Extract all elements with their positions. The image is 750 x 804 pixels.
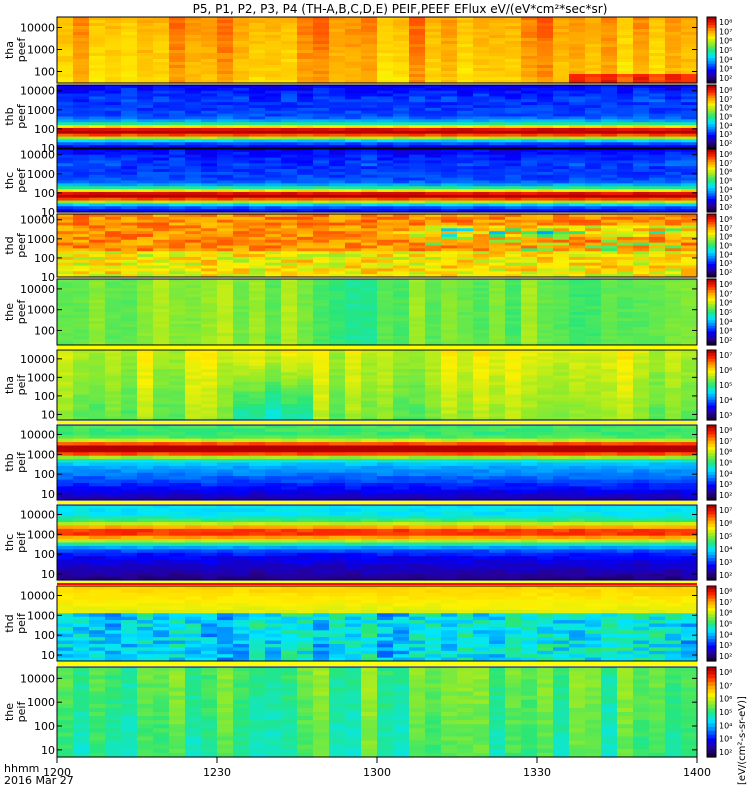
colorbar-tick-label: 10³: [719, 194, 732, 203]
colorbar-tick-label: 10⁴: [719, 121, 732, 130]
colorbar-tick-label: 10⁷: [719, 27, 732, 36]
colorbar-tick-label: 10³: [719, 130, 732, 139]
colorbar-tick-label: 10⁸: [719, 280, 732, 289]
panel-product-label: peef: [15, 103, 28, 129]
colorbar-tick-label: 10⁴: [719, 55, 732, 64]
y-tick-label: 1000: [27, 304, 55, 317]
colorbar-tick-label: 10⁴: [719, 317, 732, 326]
colorbar-tick-label: 10⁷: [719, 95, 732, 104]
colorbar-tick-label: 10⁶: [719, 104, 732, 113]
y-tick-label: 100: [34, 123, 55, 136]
colorbar-tick-label: 10⁷: [719, 159, 732, 168]
chart-title: P5, P1, P2, P3, P4 (TH-A,B,C,D,E) PEIF,P…: [193, 2, 608, 16]
y-tick-label: 100: [34, 187, 55, 200]
y-tick-label: 100: [34, 324, 55, 337]
y-tick-label: 10000: [20, 85, 55, 98]
colorbar-tick-label: 10²: [719, 203, 732, 212]
colorbar-tick-label: 10⁸: [719, 18, 732, 27]
colorbar-tick-label: 10⁵: [719, 177, 732, 186]
y-tick-label: 1000: [27, 233, 55, 246]
colorbar-tick-label: 10²: [719, 268, 732, 277]
colorbar-tick-label: 10²: [719, 336, 732, 345]
colorbar-tick-label: 10⁸: [719, 150, 732, 159]
colorbar-tick-label: 10⁶: [719, 37, 732, 46]
y-tick-label: 10000: [20, 214, 55, 227]
colorbar-tick-label: 10⁸: [719, 86, 732, 95]
colorbar-tick-label: 10²: [719, 139, 732, 148]
y-tick-label: 1000: [27, 104, 55, 117]
colorbar-tick-label: 10³: [719, 327, 732, 336]
y-tick-label: 100: [34, 252, 55, 265]
y-tick-label: 1000: [27, 168, 55, 181]
y-tick-label: 10000: [20, 21, 55, 34]
colorbar-tick-label: 10⁶: [719, 299, 732, 308]
colorbar-tick-label: 10³: [719, 65, 732, 74]
y-tick-label: 10000: [20, 283, 55, 296]
y-tick-label: 1000: [27, 43, 55, 56]
panel-product-label: peef: [15, 167, 28, 193]
colorbar-tick-label: 10⁶: [719, 168, 732, 177]
colorbar-tick-label: 10⁴: [719, 250, 732, 259]
panel-product-label: peef: [15, 37, 28, 63]
colorbar-tick-label: 10⁶: [719, 233, 732, 242]
colorbar-tick-label: 10⁵: [719, 46, 732, 55]
panel-product-label: peef: [15, 232, 28, 258]
colorbar-tick-label: 10⁵: [719, 113, 732, 122]
colorbar-tick-label: 10⁷: [719, 289, 732, 298]
y-tick-label: 10000: [20, 149, 55, 162]
colorbar-tick-label: 10³: [719, 259, 732, 268]
colorbar-tick-label: 10²: [719, 74, 732, 83]
colorbar-tick-label: 10⁸: [719, 215, 732, 224]
y-tick-label: 100: [34, 65, 55, 78]
colorbar-tick-label: 10⁷: [719, 224, 732, 233]
colorbar-tick-label: 10⁵: [719, 242, 732, 251]
colorbar-tick-label: 10⁴: [719, 185, 732, 194]
colorbar-tick-label: 10⁵: [719, 308, 732, 317]
panel-product-label: peef: [15, 299, 28, 325]
